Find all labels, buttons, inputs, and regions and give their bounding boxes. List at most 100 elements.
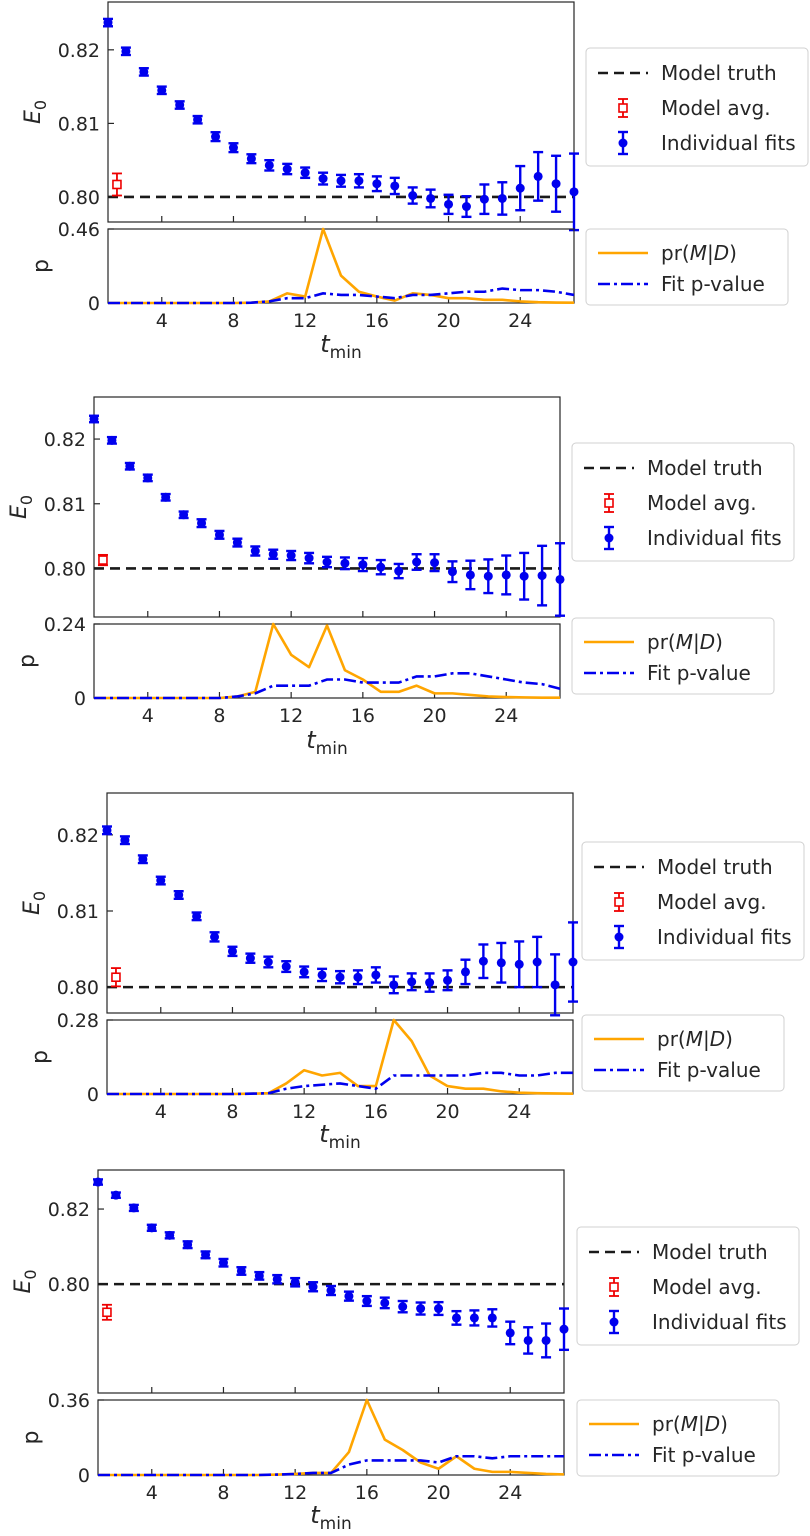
legend-pr-part: ) — [715, 630, 723, 654]
fit-point — [281, 960, 292, 974]
fit-marker — [304, 553, 314, 563]
fit-marker — [555, 574, 565, 584]
main-legend-box — [581, 841, 805, 961]
legend-pr-part: pr( — [661, 241, 690, 265]
legend-pr-part: D — [705, 1412, 720, 1436]
fit-marker — [479, 194, 489, 204]
fit-point — [501, 554, 512, 596]
main-axes-frame — [97, 1169, 565, 1394]
fit-point — [227, 945, 238, 958]
fit-marker — [451, 1313, 461, 1323]
fit-point — [425, 188, 436, 209]
xtick-label: 12 — [283, 1482, 307, 1504]
fit-marker — [89, 414, 99, 424]
fit-marker — [254, 1271, 264, 1281]
pvalue-line — [107, 1071, 573, 1096]
main-legend: Model truth Model avg. Individual fits — [585, 47, 809, 167]
fit-marker — [121, 46, 131, 56]
fit-point — [138, 67, 149, 77]
pr-line — [108, 227, 575, 305]
fit-marker — [416, 1304, 426, 1314]
fit-point — [128, 1203, 139, 1213]
fit-marker — [232, 538, 242, 548]
main-ytick-label: 0.80 — [48, 1274, 90, 1296]
legend-avg-marker — [604, 498, 614, 508]
legend-pr-part: M — [676, 630, 693, 654]
fit-marker — [245, 953, 255, 963]
fit-marker — [290, 1277, 300, 1287]
fit-marker — [236, 1266, 246, 1276]
fit-point — [124, 461, 135, 471]
fit-point — [397, 1299, 408, 1314]
fit-point — [415, 1301, 426, 1316]
legend-pr-part: ) — [720, 1412, 728, 1436]
fit-marker — [465, 570, 475, 580]
fit-marker — [447, 567, 457, 577]
legend-truth-label: Model truth — [657, 855, 773, 879]
fit-marker — [358, 560, 368, 570]
main-ytick-label: 0.82 — [57, 825, 99, 847]
xlabel: tmin — [310, 1501, 351, 1534]
fit-marker — [263, 957, 273, 967]
legend-avg-marker — [609, 1282, 619, 1292]
fit-marker — [444, 199, 454, 209]
fit-marker — [559, 1324, 569, 1334]
fit-marker — [201, 1250, 211, 1260]
fit-point — [191, 911, 202, 922]
fit-point — [282, 162, 293, 176]
fit-marker — [362, 1296, 372, 1306]
fit-marker — [523, 1335, 533, 1345]
fit-point — [478, 943, 489, 980]
p-legend: pr(M|D) Fit p-value — [576, 1399, 780, 1477]
fit-marker — [322, 557, 332, 567]
legend-pr-label: pr(M|D) — [661, 241, 737, 265]
main-ylabel-subscript: 0 — [30, 891, 49, 901]
fit-point — [173, 890, 184, 901]
p-ylabel: p — [28, 1050, 53, 1064]
fit-marker — [120, 835, 130, 845]
main-ytick-label: 0.82 — [44, 429, 86, 451]
pvalue-line — [94, 672, 561, 700]
xtick-label: 20 — [436, 310, 460, 332]
fit-point — [460, 958, 471, 986]
fit-marker — [250, 546, 260, 556]
fit-point — [286, 549, 297, 562]
fit-point — [361, 1294, 372, 1308]
legend-pr-part: D — [700, 630, 715, 654]
xtick-label: 24 — [494, 705, 518, 727]
fit-point — [465, 559, 476, 591]
fit-point — [264, 158, 275, 172]
main-ylabel-subscript: 0 — [17, 495, 36, 505]
fit-point — [272, 1273, 283, 1285]
pvalue-line — [108, 287, 575, 305]
fit-point — [268, 548, 279, 560]
fit-point — [461, 195, 472, 219]
fit-marker — [227, 946, 237, 956]
fit-point — [110, 1190, 121, 1200]
model-avg-point — [110, 967, 121, 988]
xtick-label: 4 — [142, 705, 154, 727]
fit-marker — [394, 566, 404, 576]
fit-marker — [533, 171, 543, 181]
fit-point — [429, 553, 440, 573]
main-ylabel-symbol: E — [7, 505, 32, 519]
fit-marker — [193, 115, 203, 125]
main-ytick-label: 0.82 — [48, 1199, 90, 1221]
fit-marker — [268, 549, 278, 559]
fit-point — [371, 175, 382, 193]
fit-marker — [125, 461, 135, 471]
fit-point — [196, 518, 207, 529]
p-ytick-label: 0.28 — [57, 1010, 99, 1032]
fit-point — [290, 1276, 301, 1288]
fit-point — [541, 1322, 552, 1359]
fit-point — [102, 825, 112, 836]
fit-marker — [469, 1313, 479, 1323]
fit-point — [120, 46, 131, 57]
main-legend-box — [576, 1226, 800, 1346]
p-ytick-label: 0 — [88, 293, 100, 315]
fit-marker — [281, 962, 291, 972]
fit-point — [388, 975, 399, 995]
fit-marker — [514, 959, 524, 969]
xtick-label: 16 — [351, 705, 375, 727]
legend-pr-part: ) — [725, 1027, 733, 1051]
